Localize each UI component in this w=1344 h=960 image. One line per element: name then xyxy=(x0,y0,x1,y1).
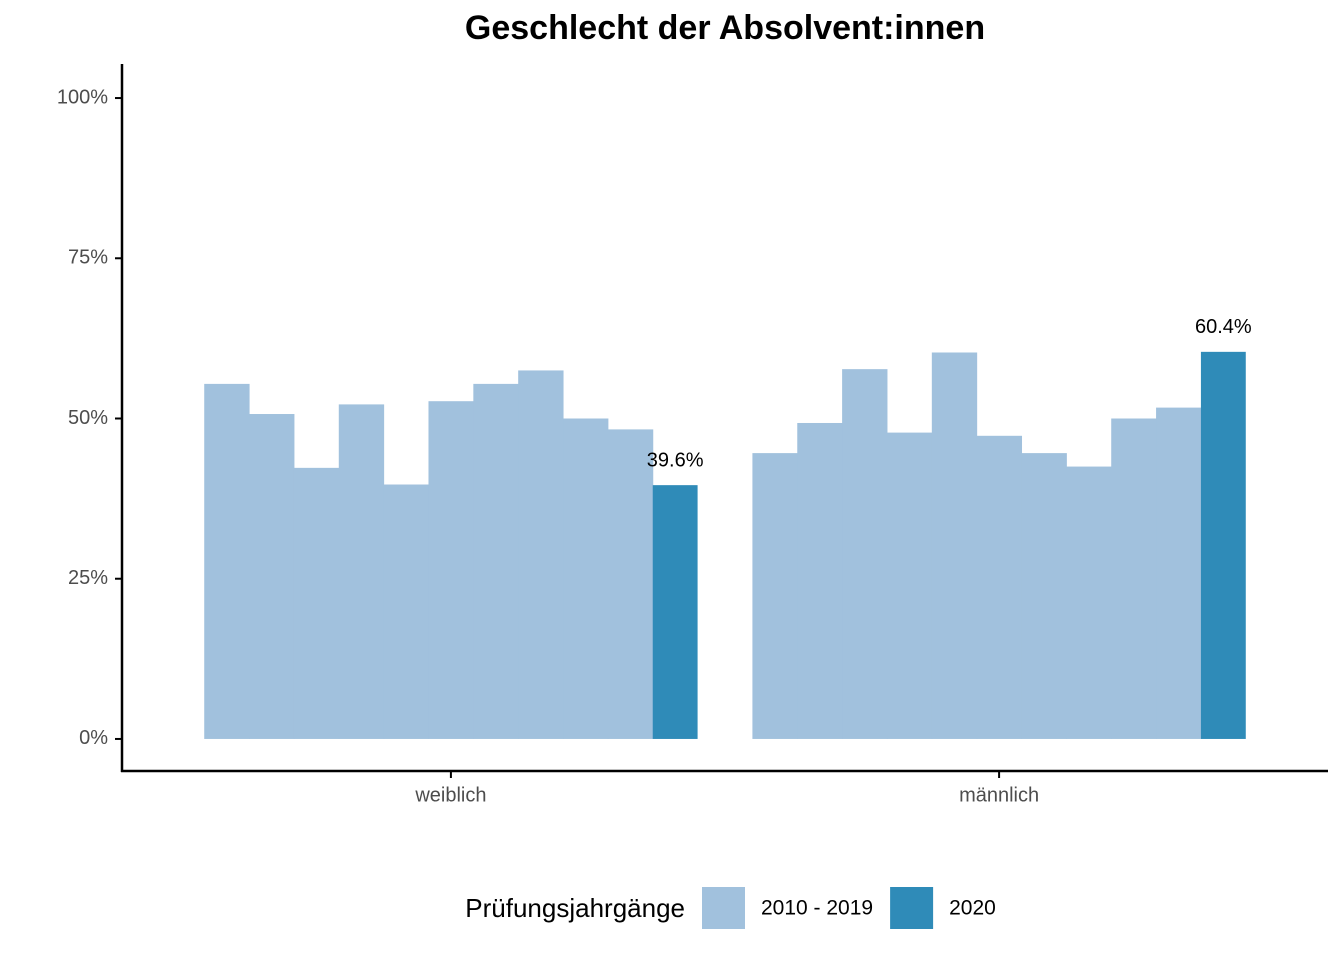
y-tick-label: 75% xyxy=(68,247,108,269)
bar xyxy=(652,485,698,739)
legend-swatch xyxy=(702,887,745,929)
bar xyxy=(1200,351,1246,739)
bar xyxy=(797,422,843,739)
data-label: 39.6% xyxy=(647,449,704,471)
y-tick-label: 25% xyxy=(68,567,108,589)
bar xyxy=(976,435,1023,739)
bar xyxy=(563,418,609,739)
bar xyxy=(249,414,295,739)
bar xyxy=(1021,453,1067,739)
bar xyxy=(1066,466,1112,739)
bar xyxy=(886,432,933,739)
x-tick-label: weiblich xyxy=(414,784,486,806)
bar xyxy=(842,369,888,739)
bar xyxy=(383,484,429,739)
legend-swatch xyxy=(890,887,934,929)
y-tick-label: 0% xyxy=(79,727,108,749)
bar xyxy=(1156,407,1202,739)
bar xyxy=(518,370,564,739)
legend-label: 2010 - 2019 xyxy=(761,897,873,920)
y-tick-label: 50% xyxy=(68,407,108,429)
bar xyxy=(931,352,978,739)
data-label: 60.4% xyxy=(1195,316,1252,338)
bar xyxy=(293,467,340,739)
bar xyxy=(752,453,798,739)
x-tick-label: männlich xyxy=(959,784,1039,806)
legend-title: Prüfungsjahrgänge xyxy=(465,893,685,923)
bar xyxy=(607,429,654,739)
bar xyxy=(473,383,519,739)
legend-label: 2020 xyxy=(949,897,996,920)
y-tick-label: 100% xyxy=(57,86,108,108)
chart-title: Geschlecht der Absolvent:innen xyxy=(465,9,985,47)
bar xyxy=(204,383,250,739)
bar xyxy=(1111,418,1157,739)
bar xyxy=(338,404,385,739)
bar xyxy=(428,401,474,739)
